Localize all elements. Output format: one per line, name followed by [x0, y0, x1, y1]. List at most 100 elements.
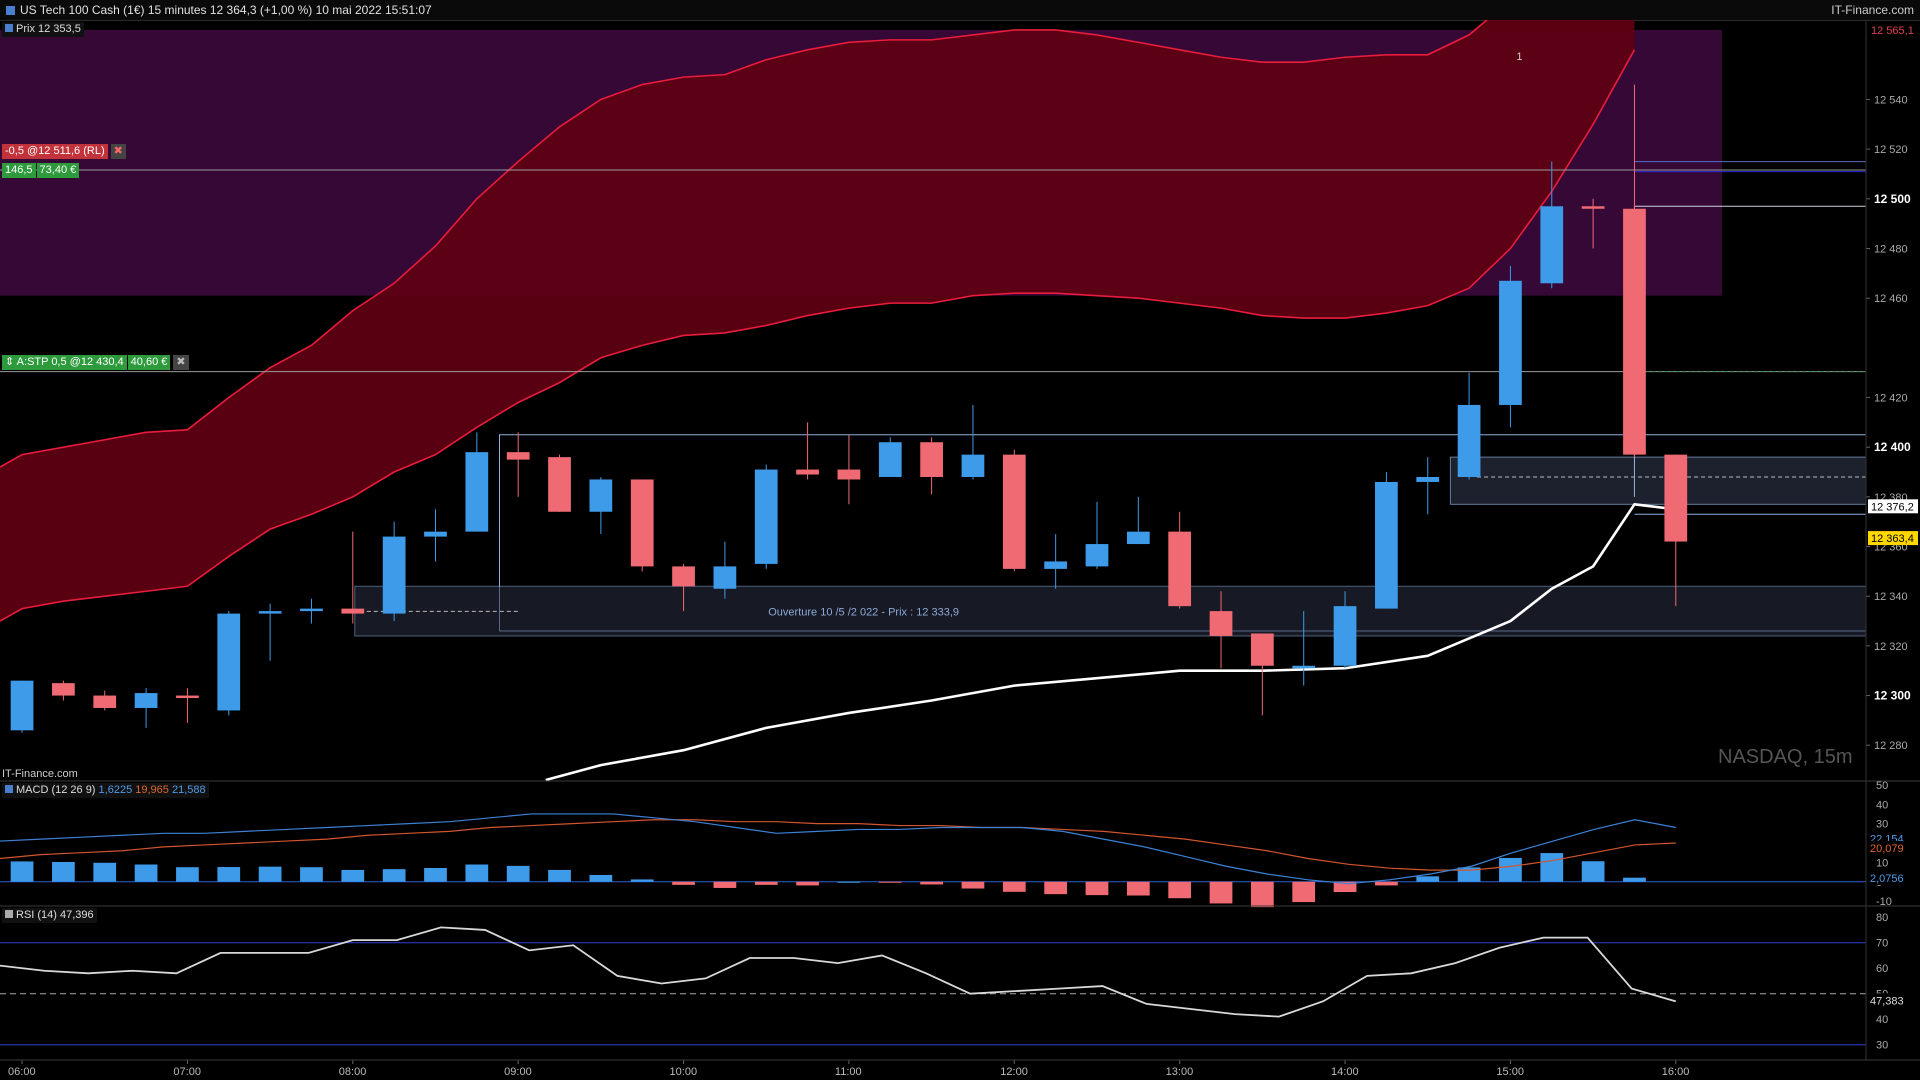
bull-candle[interactable] [1457, 404, 1481, 477]
price-tick-label: 12 400 [1874, 440, 1911, 454]
bull-candle[interactable] [258, 611, 282, 614]
price-tick-label: 12 520 [1874, 144, 1908, 156]
opening-range-zone [354, 585, 1867, 637]
candle-marker: 1 [1516, 51, 1522, 63]
signal-value-badge-bg [1868, 840, 1914, 855]
macd-histogram-bar [1209, 881, 1233, 904]
macd-histogram-bar [341, 869, 365, 882]
bull-candle[interactable] [1499, 280, 1522, 405]
macd-histogram-bar [920, 881, 943, 885]
macd-tick-label: 10 [1876, 857, 1888, 869]
bull-candle[interactable] [961, 454, 985, 477]
bull-candle[interactable] [424, 531, 447, 537]
bull-candle[interactable] [1044, 561, 1068, 569]
bull-candle[interactable] [713, 566, 737, 589]
macd-histogram-bar [1044, 881, 1068, 895]
bear-candle[interactable] [176, 695, 199, 699]
rsi-panel[interactable]: 80706050403047,383 [0, 912, 1914, 1052]
bull-candle[interactable] [10, 680, 34, 731]
price-panel[interactable]: Ouverture 10 /5 /2 022 - Prix : 12 333,9… [0, 0, 1918, 782]
rl-order-tag[interactable]: -0,5 @12 511,6 (RL) ✖ [2, 144, 126, 159]
macd-histogram-bar [465, 864, 489, 882]
bear-candle[interactable] [672, 566, 695, 587]
bear-candle[interactable] [52, 683, 75, 696]
bear-candle[interactable] [1581, 206, 1605, 209]
bull-candle[interactable] [1540, 206, 1564, 284]
macd-histogram-bar [52, 861, 75, 882]
bear-candle[interactable] [1002, 454, 1026, 569]
bear-candle[interactable] [548, 457, 571, 512]
time-tick-label: 07:00 [173, 1066, 201, 1078]
bear-candle[interactable] [1250, 633, 1274, 666]
bear-candle[interactable] [1168, 531, 1192, 607]
time-tick-label: 08:00 [339, 1066, 367, 1078]
bull-candle[interactable] [878, 442, 902, 477]
bull-candle[interactable] [300, 608, 323, 612]
rsi-tick-label: 80 [1876, 912, 1888, 924]
bear-candle[interactable] [796, 469, 819, 475]
macd-legend: MACD (12 26 9) 1,6225 19,965 21,588 [2, 783, 209, 798]
bull-candle[interactable] [1375, 481, 1398, 609]
brand-label: IT-Finance.com [1831, 3, 1914, 17]
bear-candle[interactable] [1209, 611, 1233, 636]
price-legend: Prix 12 353,5 [2, 22, 84, 37]
stop-order-eur: 40,60 € [127, 355, 171, 370]
time-tick-label: 12:00 [1000, 1066, 1028, 1078]
bear-candle[interactable] [93, 695, 117, 708]
bear-candle[interactable] [1623, 208, 1646, 455]
hist-value-badge: 2,0756 [1870, 873, 1904, 885]
macd-histogram-bar [713, 881, 737, 888]
bear-candle[interactable] [920, 442, 943, 477]
envelope-upper-line [0, 20, 1489, 468]
macd-histogram-bar [589, 874, 613, 882]
pnl-tag: 146,5 73,40 € [2, 163, 80, 178]
bull-candle[interactable] [754, 469, 778, 564]
top-price-badge: 12 565,1 [1871, 25, 1914, 37]
stop-order-label: ⇕ A:STP 0,5 @12 430,4 [2, 355, 127, 370]
bear-candle[interactable] [1664, 454, 1688, 542]
bull-candle[interactable] [1126, 531, 1150, 545]
macd-histogram-bar [1250, 881, 1274, 908]
bottom-brand: IT-Finance.com [2, 768, 78, 780]
bull-candle[interactable] [465, 452, 489, 532]
rsi-tick-label: 40 [1876, 1014, 1888, 1026]
macd-histogram-bar [134, 864, 158, 882]
stop-order-tag[interactable]: ⇕ A:STP 0,5 @12 430,4 40,60 € ✖ [2, 355, 189, 370]
macd-tick-label: 40 [1876, 799, 1888, 811]
macd-histogram-bar [878, 881, 902, 883]
bear-candle[interactable] [506, 452, 530, 460]
macd-histogram-bar [1292, 881, 1316, 903]
price-tick-label: 12 500 [1874, 192, 1911, 206]
bull-candle[interactable] [134, 693, 158, 708]
rsi-tick-label: 30 [1876, 1040, 1888, 1052]
bull-candle[interactable] [1292, 665, 1316, 669]
macd-histogram-bar [1002, 881, 1026, 892]
bull-candle[interactable] [1085, 544, 1109, 567]
macd-histogram-bar [382, 869, 406, 882]
bull-candle[interactable] [382, 536, 406, 614]
bull-candle[interactable] [1416, 476, 1440, 482]
macd-histogram-bar [1416, 876, 1440, 882]
pnl-points: 146,5 [2, 163, 36, 178]
stop-close-icon[interactable]: ✖ [173, 355, 189, 370]
bull-candle[interactable] [589, 479, 613, 512]
top-price-badge-bg [1868, 22, 1918, 37]
bull-candle[interactable] [1333, 606, 1357, 666]
macd-tick-label: 50 [1876, 780, 1888, 792]
macd-histogram-bar [217, 867, 241, 882]
rsi-line [0, 926, 1677, 1018]
macd-histogram-bar [1581, 861, 1605, 882]
macd-histogram-bar [630, 879, 654, 882]
rl-close-icon[interactable]: ✖ [110, 144, 126, 159]
moving-average-line [545, 503, 1676, 782]
price-tick-label: 12 300 [1874, 689, 1911, 703]
bull-candle[interactable] [217, 613, 241, 711]
bear-candle[interactable] [341, 608, 365, 614]
bear-candle[interactable] [630, 479, 654, 567]
time-tick-label: 16:00 [1662, 1066, 1690, 1078]
price-tick-label: 12 540 [1874, 94, 1908, 106]
macd-histogram-bar [1375, 881, 1398, 886]
bear-candle[interactable] [837, 469, 861, 480]
